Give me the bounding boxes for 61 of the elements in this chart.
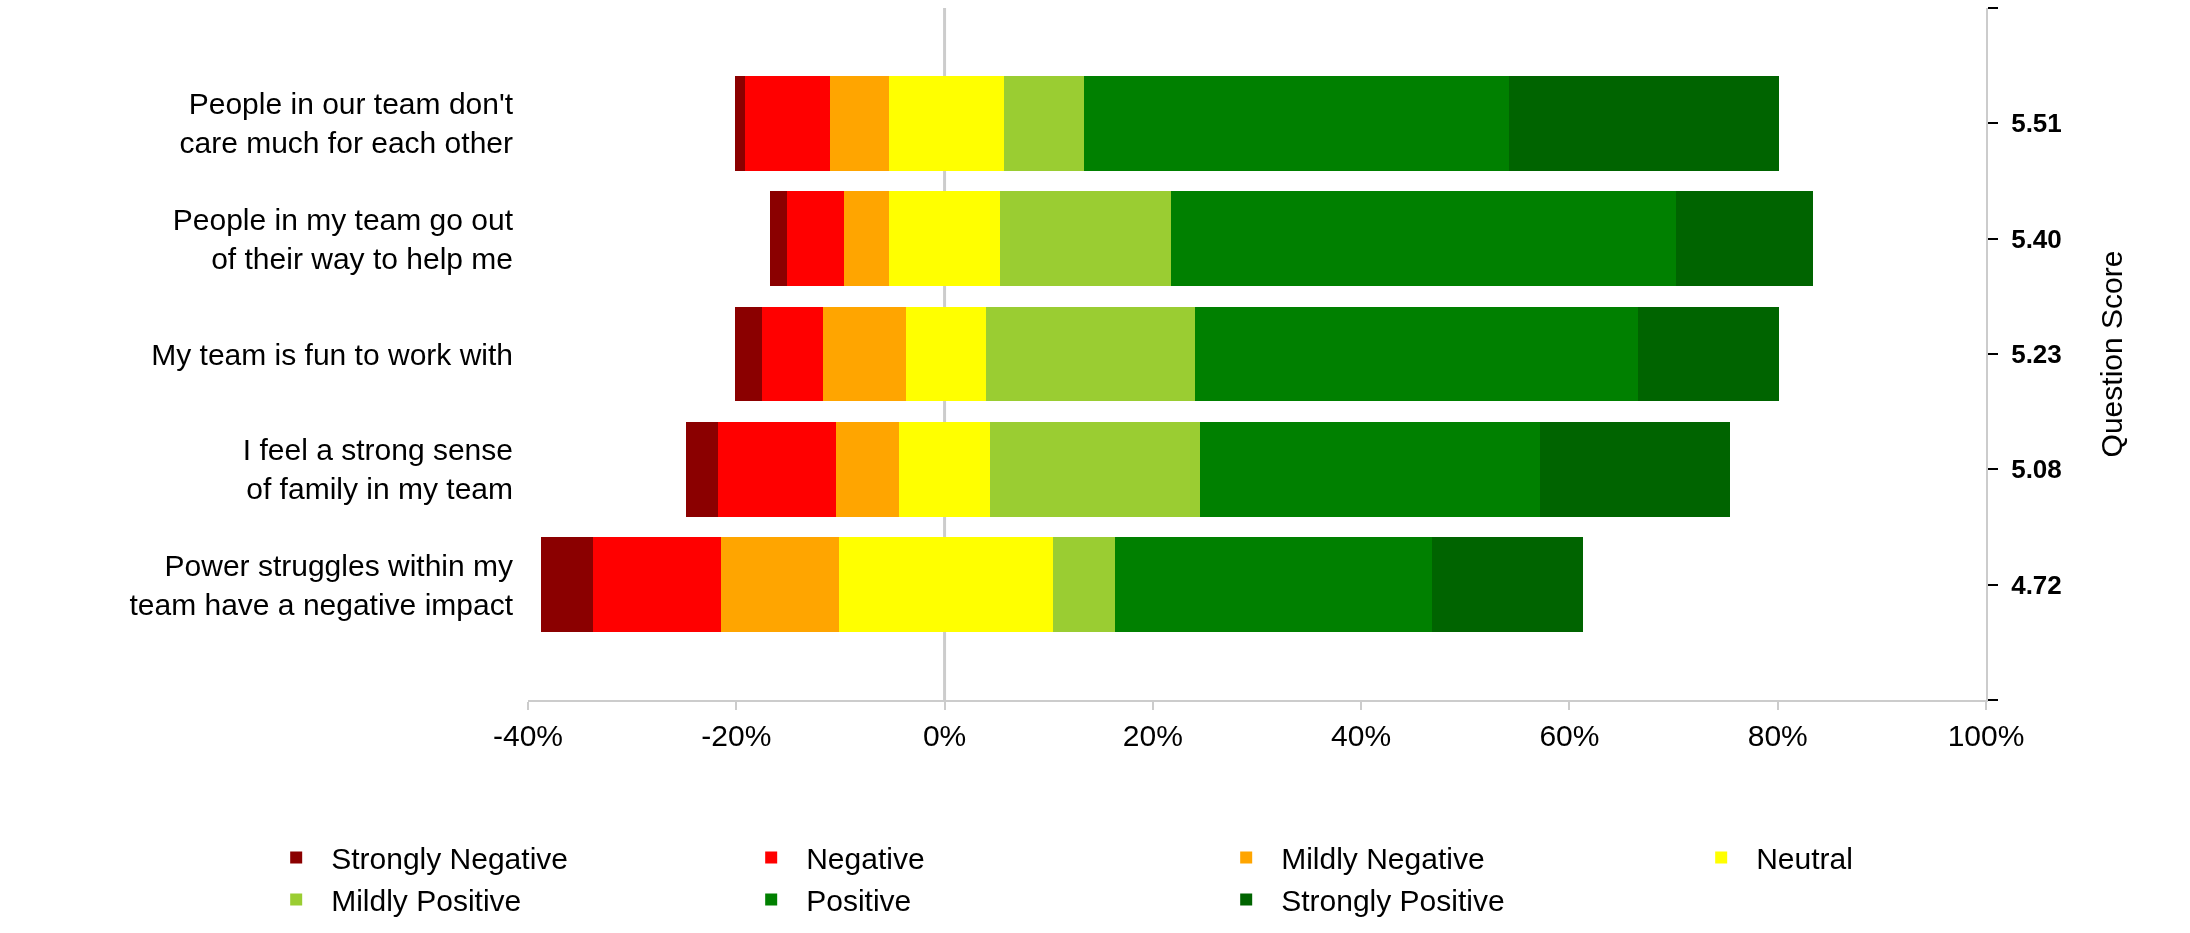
bar xyxy=(717,422,837,517)
bar xyxy=(986,306,1195,402)
bar xyxy=(735,76,745,171)
bar xyxy=(1003,76,1085,171)
bar xyxy=(836,422,899,517)
text: 5.40 xyxy=(2011,223,2062,254)
legend-label: Negative xyxy=(806,842,925,876)
bar xyxy=(592,537,721,632)
bar xyxy=(686,422,718,517)
bar xyxy=(1638,306,1779,402)
y-tick-label: I feel a strong sense of family in my team xyxy=(242,433,513,506)
y-tick-label: My team is fun to work with xyxy=(151,337,513,371)
bar xyxy=(889,76,1004,171)
x-tick-label: 100% xyxy=(1947,719,2025,752)
bar xyxy=(889,191,1000,286)
bar xyxy=(720,537,840,632)
x-tick-label: -20% xyxy=(701,719,772,752)
legend-label: Mildly Negative xyxy=(1281,842,1485,876)
bar xyxy=(839,537,1053,632)
x-tick-label: 40% xyxy=(1331,719,1392,752)
bar xyxy=(990,422,1200,517)
bar xyxy=(769,191,788,286)
bar xyxy=(999,191,1171,286)
bar xyxy=(1194,306,1639,402)
y-tick-label: Power struggles within my team have a negative impact xyxy=(129,548,514,621)
bar xyxy=(830,76,890,171)
text: 5.23 xyxy=(2011,339,2062,370)
bar xyxy=(843,191,890,286)
legend-label: Mildly Positive xyxy=(331,884,522,918)
bar xyxy=(1084,76,1510,171)
bar xyxy=(1509,76,1779,171)
bar xyxy=(898,422,991,517)
text: 5.08 xyxy=(2011,454,2062,485)
bar xyxy=(540,537,593,632)
legend-label: Strongly Positive xyxy=(1281,884,1505,918)
bar xyxy=(744,76,831,171)
y2-axis-title: Question Score xyxy=(2094,250,2128,458)
bar xyxy=(1115,537,1432,632)
legend-label: Strongly Negative xyxy=(331,842,568,876)
x-tick-label: 80% xyxy=(1747,719,1808,752)
bar xyxy=(787,191,844,286)
bar xyxy=(822,306,907,402)
legend-label: Neutral xyxy=(1756,842,1853,876)
text: 5.51 xyxy=(2011,108,2062,139)
bar xyxy=(1052,537,1116,632)
x-tick-label: 0% xyxy=(922,719,967,752)
bar xyxy=(1170,191,1676,286)
x-tick-label: -40% xyxy=(492,719,564,752)
bar xyxy=(1199,422,1541,517)
y-tick-label: People in our team don't care much for each other xyxy=(179,87,514,160)
text: 4.72 xyxy=(2011,569,2062,600)
bar xyxy=(1540,422,1730,517)
bar xyxy=(1675,191,1814,286)
x-tick-label: 60% xyxy=(1539,719,1600,752)
bar xyxy=(1431,537,1583,632)
y-tick-label: People in my team go out of their way to help me xyxy=(172,202,514,275)
x-tick-label: 20% xyxy=(1122,719,1183,752)
legend-label: Positive xyxy=(806,884,912,918)
bar xyxy=(906,306,987,402)
bar xyxy=(735,306,763,402)
bar xyxy=(762,306,823,402)
